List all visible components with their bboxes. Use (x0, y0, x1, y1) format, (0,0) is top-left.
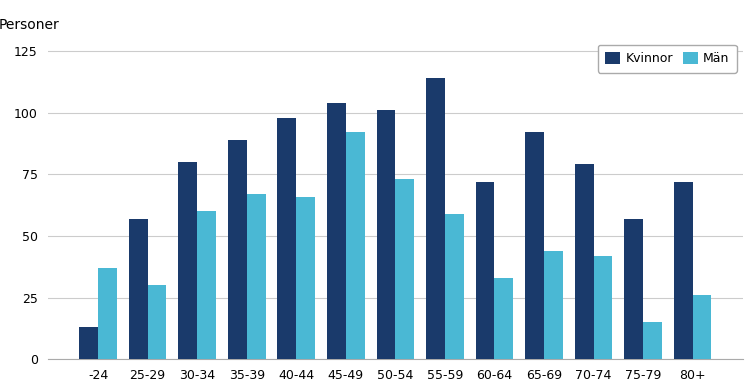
Bar (148, 285, 166, 359)
Bar (395, 179, 414, 359)
Bar (426, 78, 445, 359)
Bar (445, 214, 464, 359)
Text: Personer: Personer (0, 18, 60, 32)
Bar (98, 268, 117, 359)
Bar (327, 103, 346, 359)
Bar (197, 211, 216, 359)
Bar (525, 132, 544, 359)
Bar (296, 196, 315, 359)
Bar (80, 327, 98, 359)
Bar (247, 194, 266, 359)
Bar (346, 132, 364, 359)
Bar (129, 219, 148, 359)
Bar (692, 295, 712, 359)
Bar (278, 117, 296, 359)
Bar (593, 256, 612, 359)
Bar (476, 182, 494, 359)
Bar (494, 278, 513, 359)
Bar (624, 219, 643, 359)
Legend: Kvinnor, Män: Kvinnor, Män (598, 45, 736, 73)
Bar (228, 140, 247, 359)
Bar (544, 251, 562, 359)
Bar (674, 182, 692, 359)
Bar (178, 162, 197, 359)
Bar (574, 165, 593, 359)
Bar (643, 322, 662, 359)
Bar (376, 110, 395, 359)
